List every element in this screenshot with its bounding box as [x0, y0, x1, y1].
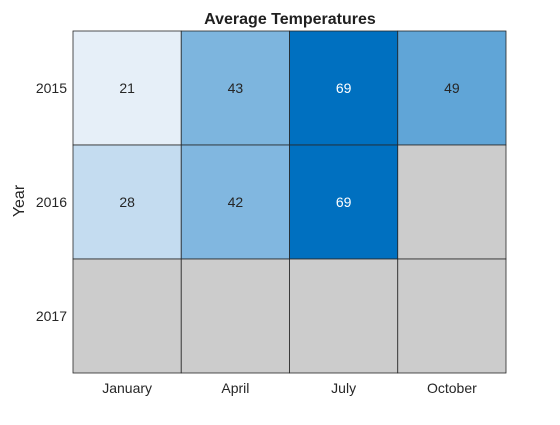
x-tick-label: July	[331, 380, 356, 396]
y-tick-label: 2017	[36, 308, 67, 324]
cell-value-label: 21	[119, 80, 135, 96]
cell-value-label: 42	[228, 194, 244, 210]
y-tick-label: 2015	[36, 80, 67, 96]
y-tick-labels: 2015 2016 2017	[36, 80, 67, 324]
heatmap-cell	[289, 30, 399, 146]
heatmap-cell	[180, 144, 290, 260]
y-axis-label: Year	[11, 184, 28, 217]
cell-value-label: 69	[336, 80, 352, 96]
y-tick-label: 2016	[36, 194, 67, 210]
heatmap-cell	[180, 30, 290, 146]
heatmap-cell-labels: 21 43 69 49 28 42 69	[119, 80, 460, 210]
cell-value-label: 69	[336, 194, 352, 210]
x-tick-label: April	[221, 380, 249, 396]
heatmap-cell	[180, 258, 290, 374]
heatmap-cell	[397, 30, 507, 146]
cell-value-label: 49	[444, 80, 460, 96]
x-tick-label: October	[427, 380, 477, 396]
heatmap-cells	[72, 30, 507, 374]
heatmap-cell	[72, 30, 182, 146]
heatmap-cell	[397, 258, 507, 374]
heatmap-cell	[397, 144, 507, 260]
cell-value-label: 28	[119, 194, 135, 210]
x-tick-label: January	[102, 380, 152, 396]
heatmap-cell	[72, 258, 182, 374]
heatmap-cell	[289, 258, 399, 374]
x-tick-labels: January April July October	[102, 380, 477, 396]
cell-value-label: 43	[228, 80, 244, 96]
chart-title: Average Temperatures	[204, 11, 376, 28]
heatmap-cell	[72, 144, 182, 260]
